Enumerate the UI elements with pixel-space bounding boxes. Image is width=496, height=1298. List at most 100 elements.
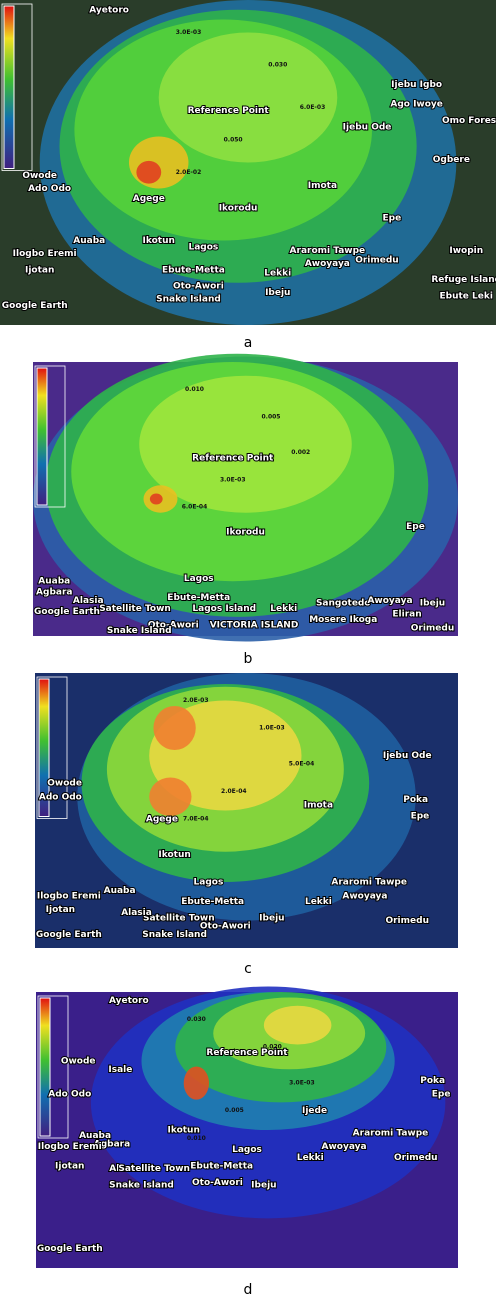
contour-value: 0.030 [268, 62, 287, 69]
place-label: Refuge Island [431, 275, 496, 285]
place-label: Satellite Town [118, 1164, 190, 1174]
contour-value: 0.005 [225, 1107, 244, 1114]
place-label: Imota [308, 181, 337, 191]
place-label: Satellite Town [99, 604, 171, 614]
place-label: Orimedu [411, 623, 455, 633]
place-label: Ibeju [259, 913, 284, 923]
place-label: Ikotun [167, 1126, 199, 1136]
concentration-zone [263, 1005, 332, 1045]
place-label: Auaba [73, 236, 105, 246]
place-label: Google Earth [34, 607, 100, 617]
place-label: Ago Iwoye [390, 100, 443, 110]
contour-value: 0.002 [291, 449, 310, 456]
concentration-zone [136, 160, 162, 184]
legend-bar [3, 5, 15, 169]
place-label: Ado Odo [28, 184, 71, 194]
place-label: Lekki [270, 604, 297, 614]
place-label: Snake Island [142, 930, 207, 940]
place-label: Ado Odo [39, 792, 82, 802]
place-label: Reference Point [192, 453, 274, 463]
contour-value: 0.010 [187, 1135, 206, 1142]
place-label: Agbara [36, 588, 72, 598]
place-label: Agege [133, 194, 165, 204]
place-label: Google Earth [37, 1244, 103, 1254]
place-label: Ibeju [420, 599, 445, 609]
place-label: Auaba [104, 886, 136, 896]
map-panel: Ayetoro Ijebu Igbo Ago Iwoye Ijebu Ode Ogber… [0, 0, 496, 325]
concentration-zone [158, 32, 338, 163]
place-label: Ilogbo Eremi [13, 249, 77, 259]
place-label: Ikorodu [226, 527, 265, 537]
place-label: Ado Odo [48, 1090, 91, 1100]
legend-bar [36, 367, 48, 506]
place-label: Lagos [184, 574, 214, 584]
place-label: Ijebu Ode [343, 122, 392, 132]
place-label: Agbara [94, 1139, 130, 1149]
place-label: Eliran [392, 610, 421, 620]
place-label: Lagos [194, 878, 224, 888]
place-label: Ijotan [55, 1161, 84, 1171]
place-label: Ogbere [433, 155, 470, 165]
place-label: Lekki [305, 897, 332, 907]
place-label: Alasia [121, 908, 152, 918]
place-label: Alasia [109, 1164, 140, 1174]
place-label: Orimedu [394, 1153, 438, 1163]
place-label: Ilogbo Eremi [37, 891, 101, 901]
map-panel: Lagos Ebute-Metta Satellite Town Snake Isla… [35, 673, 458, 948]
place-label: Lekki [297, 1153, 324, 1163]
place-label: Ilogbo Eremi [38, 1142, 102, 1152]
place-label: Ikotun [158, 850, 190, 860]
contour-value: 0.005 [262, 413, 281, 420]
place-label: Ebute-Metta [167, 593, 230, 603]
panel-label: b [244, 651, 253, 667]
place-label: Iwopin [449, 246, 483, 256]
concentration-zone [149, 493, 163, 505]
place-label: Lagos [232, 1145, 262, 1155]
panel-label: c [244, 961, 252, 977]
place-label: Awoyaya [305, 259, 350, 269]
place-label: Ikotun [143, 236, 175, 246]
place-label: Ikorodu [219, 204, 258, 214]
place-label: VICTORIA ISLAND [210, 621, 299, 631]
place-label: Ijotan [25, 265, 54, 275]
place-label: Alasia [73, 596, 104, 606]
place-label: Araromi Tawpe [353, 1128, 429, 1138]
place-label: Google Earth [2, 301, 68, 311]
contour-value: 5.0E-04 [289, 760, 315, 767]
contour-value: 7.0E-04 [183, 815, 209, 822]
place-label: Awoyaya [322, 1142, 367, 1152]
place-label: Ebute-Metta [162, 265, 225, 275]
place-label: Imota [304, 801, 333, 811]
contour-value: 2.0E-03 [183, 697, 209, 704]
place-label: Ijebu Ode [383, 751, 432, 761]
legend-box [37, 995, 69, 1139]
contour-value: 0.010 [185, 386, 204, 393]
concentration-zone [139, 375, 352, 513]
legend-box [36, 676, 68, 819]
contour-value: 0.030 [187, 1016, 206, 1023]
place-label: Ayetoro [109, 996, 149, 1006]
legend-box [1, 3, 33, 171]
place-label: Oto-Awori [173, 282, 224, 292]
concentration-zone [153, 706, 196, 750]
place-label: Oto-Awori [192, 1178, 243, 1188]
place-label: Awoyaya [342, 891, 387, 901]
place-label: Owode [61, 1057, 96, 1067]
place-label: Lagos [188, 243, 218, 253]
place-label: Epe [382, 213, 401, 223]
concentration-zone [183, 1066, 210, 1100]
place-label: Agege [146, 814, 178, 824]
place-label: Reference Point [206, 1048, 288, 1058]
contour-value: 3.0E-03 [176, 29, 202, 36]
place-label: Snake Island [107, 626, 172, 636]
place-label: Oto-Awori [148, 621, 199, 631]
place-label: Ebute-Metta [190, 1161, 253, 1171]
place-label: Sangotedo [316, 599, 371, 609]
place-label: Ayetoro [89, 5, 129, 15]
place-label: Owode [47, 779, 82, 789]
place-label: Ebute Leki [440, 291, 493, 301]
place-label: Ebute-Metta [181, 897, 244, 907]
contour-value: 3.0E-03 [220, 476, 246, 483]
place-label: Lagos Island [192, 604, 256, 614]
